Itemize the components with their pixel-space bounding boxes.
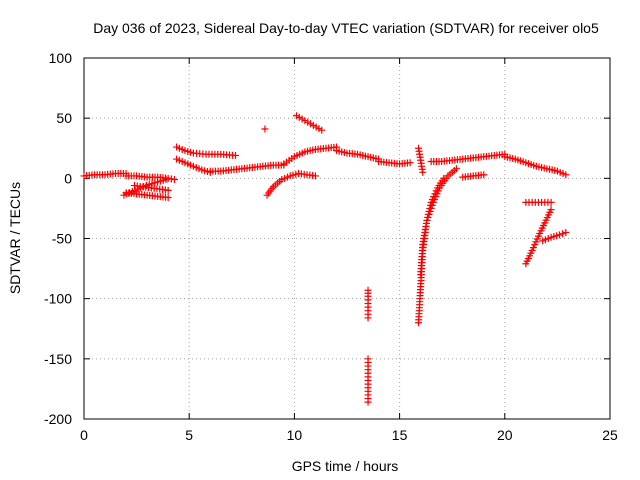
data-point [164,186,172,194]
data-point [559,230,567,238]
data-point [547,206,555,214]
series-arc-e [130,182,172,194]
x-tick-label: 20 [497,427,513,443]
data-point [426,207,434,215]
series-arc-s [415,144,427,176]
series-arc-g [173,155,214,176]
series-arc-o [364,286,372,322]
axis-ticks: 0 5 10 15 20 25 100 50 0 -50 -100 -150 -200 [44,50,618,443]
series-arc-k [293,112,326,134]
grid-lines [84,58,610,419]
series-arc-t [427,150,509,165]
x-tick-label: 0 [80,427,88,443]
data-point [162,176,170,184]
y-tick-label: -100 [44,291,72,307]
data-point [556,231,564,239]
data-point [562,171,570,179]
x-tick-label: 25 [602,427,618,443]
series-arc-i [261,125,269,133]
y-tick-label: -50 [52,231,72,247]
data-point [428,201,436,209]
series-arc-a [80,170,130,180]
x-tick-label: 5 [185,427,193,443]
data-point [364,314,372,322]
y-tick-label: 0 [64,170,72,186]
chart-title: Day 036 of 2023, Sidereal Day-to-day VTE… [93,20,599,36]
series-arc-l [280,143,340,168]
series-arc-m [332,147,383,163]
series-arc-c [120,176,170,199]
y-axis-label: SDTVAR / TECUs [7,182,23,294]
y-tick-label: -150 [44,351,72,367]
x-axis-label: GPS time / hours [292,458,399,474]
data-point [164,194,172,202]
data-point [170,176,178,184]
series-arc-d [122,189,172,202]
data-points [80,112,570,406]
y-tick-label: 50 [56,110,72,126]
x-tick-label: 15 [392,427,408,443]
series-arc-w [522,198,555,206]
series-arc-x [522,206,555,268]
series-arc-b [122,172,178,184]
data-point [480,171,488,179]
series-arc-r [417,165,460,279]
y-tick-label: -200 [44,411,72,427]
data-point [311,172,319,180]
data-point [364,398,372,406]
data-point [231,151,239,159]
series-arc-j [263,170,319,199]
data-point [419,168,427,176]
plot-frame [83,57,611,420]
data-point [427,204,435,212]
data-point [167,175,175,183]
data-point [423,216,431,224]
data-point [452,165,460,173]
data-point [261,125,269,133]
data-point [424,213,432,221]
data-point [406,159,414,167]
x-tick-label: 10 [287,427,303,443]
series-arc-n [375,157,414,168]
data-point [547,198,555,206]
series-arc-h [206,161,288,175]
y-tick-label: 100 [49,50,73,66]
series-arc-f [173,143,239,159]
series-arc-p [364,355,372,406]
data-point [425,210,433,218]
data-point [562,228,570,236]
series-arc-y [539,228,570,245]
series-arc-u [459,171,488,181]
data-point [318,126,326,134]
series-arc-v [501,153,570,179]
